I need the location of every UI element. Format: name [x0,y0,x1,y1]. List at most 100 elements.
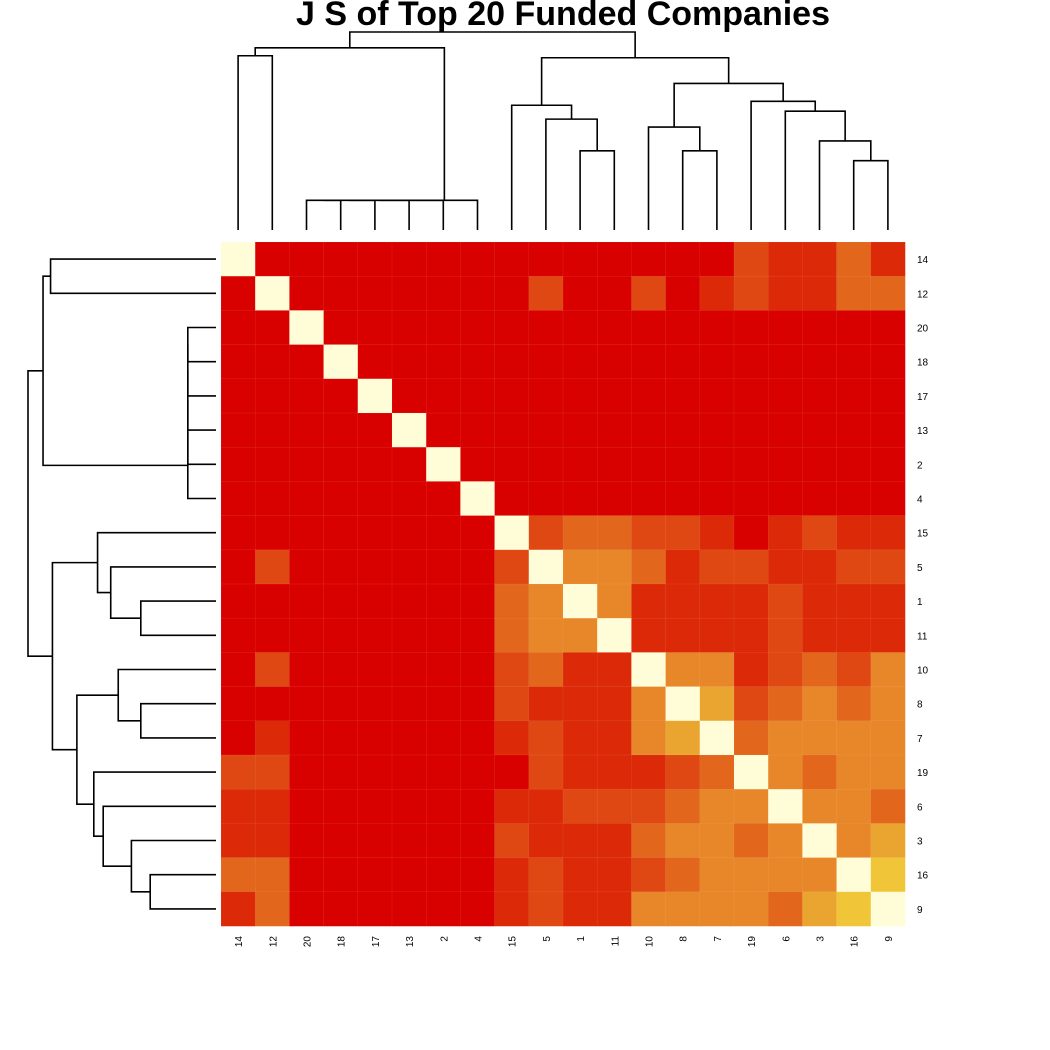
heatmap-cell [425,823,461,859]
row-label: 15 [917,529,929,540]
heatmap-cell [699,344,735,380]
row-label: 19 [917,768,929,779]
heatmap-cell [357,446,393,482]
heatmap-cell [460,720,496,756]
dendrogram-branch [681,150,718,230]
heatmap-cell [802,412,838,448]
dendrogram-branch [187,432,216,500]
dendrogram-branch [51,561,98,751]
heatmap-cell [699,788,735,824]
heatmap-cell [494,378,530,414]
heatmap-cell [357,720,393,756]
heatmap-cell [836,891,872,927]
heatmap-cell [562,583,598,619]
row-label: 10 [917,666,929,677]
row-label: 20 [917,324,929,335]
heatmap-cell [289,481,325,517]
heatmap-cell [562,823,598,859]
heatmap-cell [425,378,461,414]
heatmap-cell [665,720,701,756]
column-label: 20 [303,936,314,948]
heatmap-cell [699,720,735,756]
column-dendrogram [237,31,889,230]
heatmap-cell [494,617,530,653]
heatmap-cell [357,754,393,790]
heatmap-cell [460,446,496,482]
heatmap-cell [665,275,701,311]
heatmap-cell [836,378,872,414]
column-label: 13 [405,936,416,948]
heatmap-cell [733,310,769,346]
heatmap-cell [254,686,290,722]
heatmap-cell [528,446,564,482]
heatmap-cell [665,549,701,585]
heatmap-cell [870,720,906,756]
heatmap-cell [460,275,496,311]
heatmap-cell [802,515,838,551]
row-label: 2 [917,460,923,471]
heatmap-cell [289,652,325,688]
heatmap-cell [494,549,530,585]
heatmap-cell [254,549,290,585]
heatmap-cell [425,617,461,653]
row-label: 18 [917,358,929,369]
heatmap-cell [357,617,393,653]
heatmap-cell [562,788,598,824]
heatmap-cell [596,652,632,688]
heatmap-cell [357,857,393,893]
heatmap-cell [631,857,667,893]
heatmap-cell [665,617,701,653]
row-label: 3 [917,837,923,848]
heatmap-cell [733,446,769,482]
heatmap-cell [870,446,906,482]
heatmap-cell [767,310,803,346]
heatmap-cell [802,686,838,722]
heatmap-cell [562,446,598,482]
heatmap-cell [631,652,667,688]
dendrogram-branch [348,31,636,58]
heatmap-cell [425,241,461,277]
heatmap-cell [425,891,461,927]
heatmap-cell [528,788,564,824]
heatmap-cell [596,686,632,722]
row-label: 11 [917,631,928,642]
heatmap-cell [802,891,838,927]
heatmap-cell [870,583,906,619]
dendrogram-branch [27,369,53,657]
heatmap-cell [528,275,564,311]
heatmap-cell [323,823,359,859]
heatmap-cell [596,788,632,824]
heatmap-cell [254,891,290,927]
heatmap-cell [631,446,667,482]
dendrogram-branch [818,140,872,230]
heatmap-cell [665,241,701,277]
column-label: 15 [508,936,519,948]
heatmap-cell [323,686,359,722]
dendrogram-branch [237,54,274,230]
heatmap-cell [596,549,632,585]
heatmap-cell [425,412,461,448]
heatmap-cell [220,515,256,551]
column-labels: 14 12 20 18 17 13 2 4 15 5 1 11 10 8 7 19 6 3 16 9 [234,936,895,948]
heatmap-cell [802,823,838,859]
heatmap-cell [460,344,496,380]
heatmap-cell [289,344,325,380]
heatmap-cell [425,515,461,551]
heatmap-cell [220,275,256,311]
heatmap-cell [494,344,530,380]
heatmap-cell [357,891,393,927]
heatmap-cell [836,412,872,448]
heatmap-cell [802,378,838,414]
heatmap-cell [733,344,769,380]
heatmap-cell [665,515,701,551]
heatmap-cell [836,549,872,585]
heatmap-cell [631,412,667,448]
heatmap-cell [254,515,290,551]
heatmap-cell [802,652,838,688]
dendrogram-branch [117,668,216,722]
heatmap-cell [220,617,256,653]
dendrogram-branch [130,839,216,893]
heatmap-cell [254,481,290,517]
heatmap-cell [494,481,530,517]
heatmap-cell [870,481,906,517]
